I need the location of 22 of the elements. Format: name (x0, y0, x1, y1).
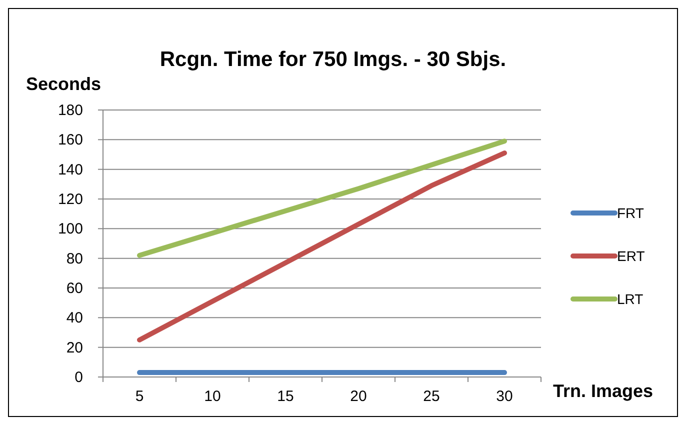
y-tick-label: 180 (58, 102, 83, 119)
x-tick-label: 15 (277, 388, 294, 405)
y-tick-label: 40 (66, 310, 83, 327)
y-tick-label: 80 (66, 250, 83, 268)
legend-label: FRT (617, 205, 644, 221)
y-tick-label: 60 (66, 280, 83, 297)
y-tick-label: 0 (74, 369, 83, 386)
x-tick-label: 20 (350, 388, 367, 405)
x-tick-label: 5 (135, 388, 144, 405)
x-tick-label: 10 (204, 388, 221, 405)
y-tick-label: 100 (58, 220, 83, 238)
x-tick-label: 30 (496, 388, 513, 405)
legend-label: LRT (617, 291, 644, 307)
chart-title: Rcgn. Time for 750 Imgs. - 30 Sbjs. (160, 48, 506, 71)
y-tick-label: 140 (58, 161, 83, 178)
y-axis-title: Seconds (26, 74, 102, 94)
y-tick-label: 20 (66, 339, 83, 356)
x-tick-label: 25 (423, 388, 440, 405)
y-tick-label: 120 (58, 191, 83, 208)
x-axis-title: Trn. Images (553, 381, 654, 401)
legend-label: ERT (617, 248, 646, 264)
y-tick-label: 160 (58, 132, 83, 149)
